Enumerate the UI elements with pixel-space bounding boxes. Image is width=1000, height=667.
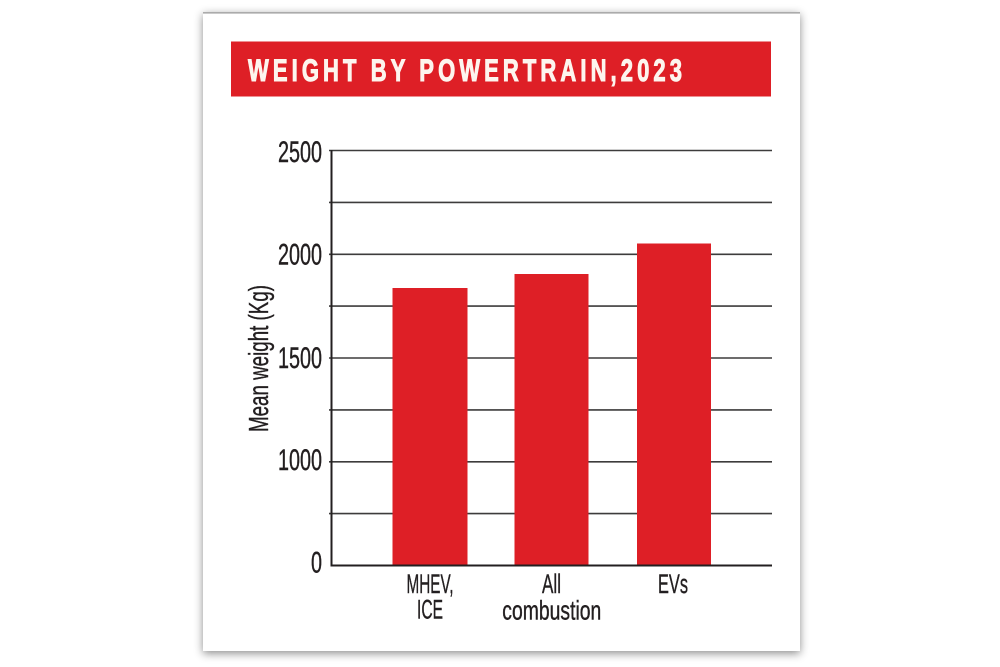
svg-text:EVs: EVs <box>658 569 688 599</box>
svg-text:1500: 1500 <box>278 342 322 375</box>
svg-text:ICE: ICE <box>417 595 443 625</box>
svg-text:All: All <box>542 569 561 599</box>
svg-text:1000: 1000 <box>278 444 322 477</box>
svg-text:2500: 2500 <box>278 136 322 169</box>
svg-text:2000: 2000 <box>278 239 322 272</box>
svg-text:combustion: combustion <box>502 596 601 626</box>
svg-text:Mean weight (Kg): Mean weight (Kg) <box>243 285 274 432</box>
svg-text:MHEV,: MHEV, <box>407 569 454 599</box>
svg-text:0: 0 <box>311 547 322 580</box>
